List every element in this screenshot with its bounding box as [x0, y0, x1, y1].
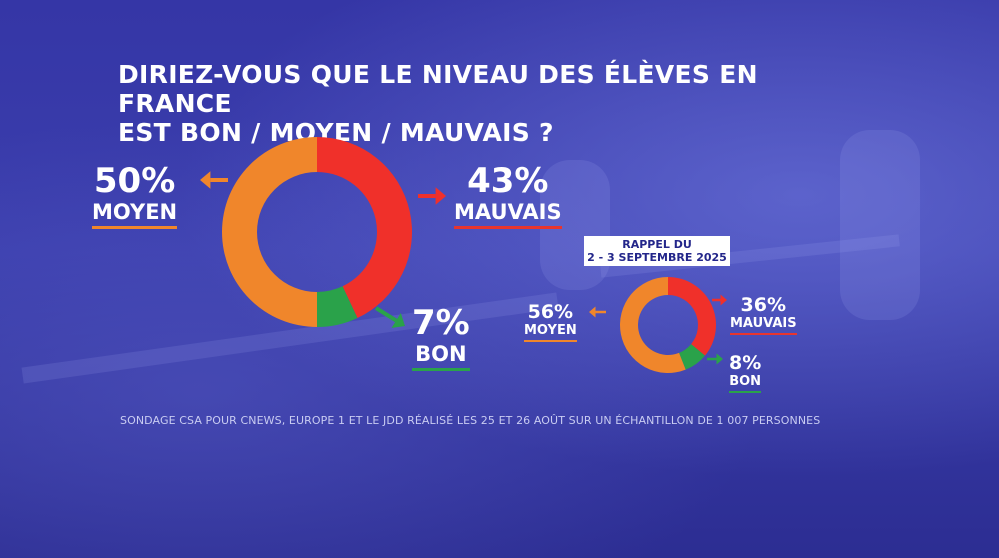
moyen-main-name: MOYEN [92, 200, 178, 229]
label-bon-main: 7% BON [412, 304, 470, 371]
main-slice-mauvais [317, 137, 413, 318]
recall-slice-mauvais [668, 277, 716, 356]
recall-title-line-2: 2 - 3 SEPTEMBRE 2025 [587, 251, 727, 264]
mauvais-recall-pct: 36% [740, 294, 787, 316]
main-slice-moyen [222, 137, 317, 327]
bon-main-pct: 7% [412, 303, 470, 343]
arrow-bon-main-head [391, 313, 405, 328]
mauvais-main-pct: 43% [467, 161, 549, 201]
mauvais-recall-name: MAUVAIS [730, 316, 797, 335]
label-mauvais-main: 43% MAUVAIS [454, 162, 562, 229]
arrow-moyen-recall-head [589, 306, 596, 318]
recall-slice-bon [679, 344, 705, 370]
page-title: DIRIEZ-VOUS QUE LE NIVEAU DES ÉLÈVES EN … [118, 60, 838, 147]
recall-title: RAPPEL DU 2 - 3 SEPTEMBRE 2025 [584, 236, 730, 266]
main-slice-bon [317, 286, 358, 327]
donut-recall [620, 277, 716, 373]
label-mauvais-recall: 36% MAUVAIS [730, 294, 797, 335]
moyen-main-pct: 50% [93, 161, 176, 201]
arrow-bon-recall-head [716, 353, 723, 365]
bon-main-name: BON [412, 342, 470, 371]
background-figure [540, 160, 610, 290]
bon-recall-name: BON [729, 374, 762, 393]
arrow-moyen-main-head [200, 171, 211, 189]
arrow-mauvais-main-head [435, 187, 446, 205]
label-moyen-recall: 56% MOYEN [524, 301, 577, 342]
recall-title-line-1: RAPPEL DU [622, 238, 692, 251]
arrows [200, 171, 727, 365]
arrow-mauvais-recall-head [720, 294, 727, 306]
mauvais-main-name: MAUVAIS [454, 200, 562, 229]
background-figure [840, 130, 920, 320]
recall-slice-moyen [620, 277, 686, 373]
label-moyen-main: 50% MOYEN [92, 161, 178, 229]
title-line-1: DIRIEZ-VOUS QUE LE NIVEAU DES ÉLÈVES EN … [118, 60, 758, 118]
moyen-recall-pct: 56% [527, 301, 574, 323]
arrow-bon-main-shaft [374, 306, 398, 323]
label-bon-recall: 8% BON [729, 352, 762, 393]
donut-main [222, 137, 413, 327]
source-note: SONDAGE CSA POUR CNEWS, EUROPE 1 ET LE J… [120, 414, 821, 427]
bon-recall-pct: 8% [729, 352, 762, 374]
moyen-recall-name: MOYEN [524, 323, 577, 342]
